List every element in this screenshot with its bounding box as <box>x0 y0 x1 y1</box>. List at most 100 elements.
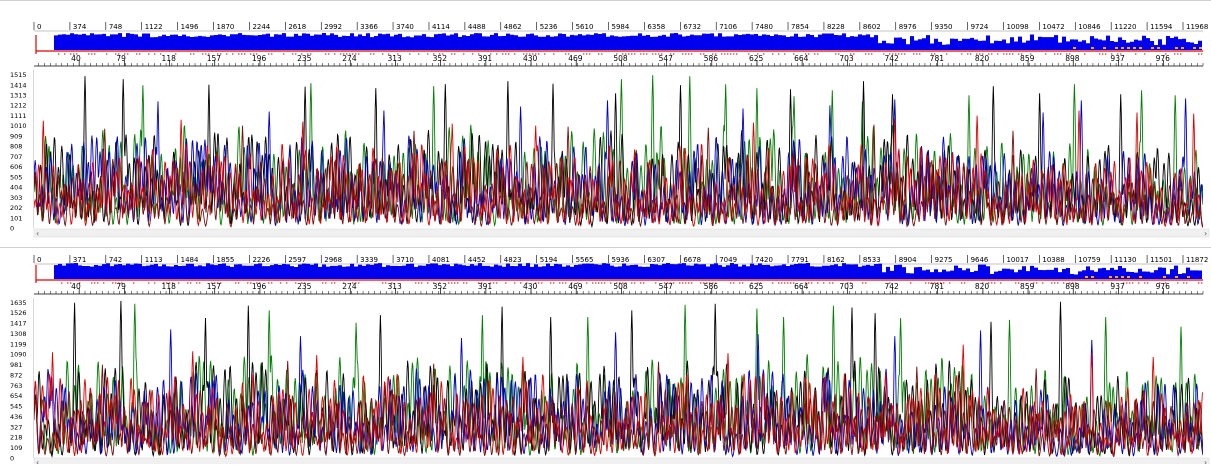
overview-tick-label: 7854 <box>791 23 809 31</box>
y-tick-label: 872 <box>10 371 22 379</box>
base-ruler-label: 508 <box>613 54 628 63</box>
overview-tick-label: 8162 <box>827 256 845 264</box>
overview-tick-label: 8602 <box>863 23 881 31</box>
base-ruler-label: 235 <box>297 282 312 291</box>
horizontal-scrollbar[interactable]: ‹ › <box>33 457 1210 467</box>
scroll-left-icon[interactable]: ‹ <box>36 229 39 238</box>
base-ruler-label: 781 <box>930 54 945 63</box>
overview-tick-label: 7049 <box>719 256 737 264</box>
y-tick-label: 763 <box>10 382 22 390</box>
overview-tick-label: 10759 <box>1078 256 1100 264</box>
trace-4 <box>34 344 1203 458</box>
base-ruler-label: 703 <box>839 282 854 291</box>
base-ruler-label: 976 <box>1156 54 1171 63</box>
trace-5 <box>34 124 1203 228</box>
overview-tick-label: 10388 <box>1042 256 1064 264</box>
overview-tick-label: 3339 <box>360 256 378 264</box>
overview-tick-label: 4452 <box>468 256 486 264</box>
base-ruler-label: 547 <box>659 54 674 63</box>
overview-tick-label: 2226 <box>252 256 270 264</box>
overview-tick-label: 1855 <box>217 256 235 264</box>
overview-tick-label: 8228 <box>827 23 845 31</box>
overview-tick-label: 10098 <box>1006 23 1028 31</box>
overview-tick-label: 371 <box>73 256 86 264</box>
y-tick-label: 1635 <box>10 299 27 307</box>
base-ruler-label: 469 <box>568 54 583 63</box>
base-ruler-label: 625 <box>749 54 764 63</box>
base-ruler-label: 547 <box>659 282 674 291</box>
y-tick-label: 654 <box>10 392 22 400</box>
base-ruler-label: 937 <box>1110 282 1125 291</box>
overview-tick-label: 6732 <box>683 23 701 31</box>
y-tick-label: 1308 <box>10 330 27 338</box>
overview-tick-label: 1113 <box>145 256 163 264</box>
overview-tick-label: 6358 <box>647 23 665 31</box>
base-ruler-label: 742 <box>885 282 900 291</box>
y-tick-label: 981 <box>10 361 22 369</box>
overview-tick-label: 7106 <box>719 23 737 31</box>
y-tick-label: 1313 <box>10 92 27 100</box>
overview-tick-label: 3740 <box>396 23 414 31</box>
y-tick-label: 707 <box>10 153 22 161</box>
overview-tick-label: 8533 <box>863 256 881 264</box>
overview-tick-label: 4862 <box>504 23 522 31</box>
base-ruler-label: 274 <box>342 54 357 63</box>
overview-tick-label: 11130 <box>1114 256 1136 264</box>
base-ruler-label: 352 <box>433 282 448 291</box>
trace-5 <box>34 360 1203 458</box>
overview-tick-label: 0 <box>37 256 41 264</box>
base-ruler-label: 235 <box>297 54 312 63</box>
base-ruler-label: 157 <box>207 282 222 291</box>
y-tick-label: 1515 <box>10 71 27 79</box>
scroll-right-icon[interactable]: › <box>1204 229 1207 238</box>
y-tick-label: 1417 <box>10 320 27 328</box>
base-ruler-label: 118 <box>162 282 177 291</box>
scroll-right-icon[interactable]: › <box>1204 458 1207 467</box>
scrollbar-track[interactable] <box>33 457 1210 467</box>
base-ruler-label: 430 <box>523 54 538 63</box>
base-ruler-label: 859 <box>1020 54 1035 63</box>
y-tick-label: 1090 <box>10 351 27 359</box>
y-tick-label: 1212 <box>10 102 27 110</box>
y-tick-label: 218 <box>10 434 22 442</box>
overview-tick-label: 11594 <box>1150 23 1173 31</box>
base-ruler-label: 937 <box>1110 54 1125 63</box>
overview-tick-label: 1870 <box>217 23 235 31</box>
y-tick-label: 1111 <box>10 112 27 120</box>
overview-tick-label: 5236 <box>540 23 558 31</box>
overview-tick-label: 10472 <box>1042 23 1064 31</box>
base-ruler-label: 742 <box>885 54 900 63</box>
overview-tick-label: 5936 <box>612 256 630 264</box>
base-ruler-label: 781 <box>930 282 945 291</box>
overview-tick-label: 11968 <box>1186 23 1208 31</box>
overview-tick-label: 3710 <box>396 256 414 264</box>
scrollbar-track[interactable] <box>33 228 1210 238</box>
overview-tick-label: 742 <box>109 256 122 264</box>
overview-tick-label: 748 <box>109 23 122 31</box>
base-ruler-label: 664 <box>794 54 809 63</box>
y-tick-label: 109 <box>10 444 22 452</box>
trace-2 <box>34 300 1203 458</box>
base-ruler-label: 40 <box>71 282 81 291</box>
base-ruler-label: 508 <box>613 282 628 291</box>
overview-tick-label: 4081 <box>432 256 450 264</box>
base-ruler-label: 391 <box>478 54 493 63</box>
base-ruler-label: 898 <box>1065 54 1080 63</box>
y-tick-label: 545 <box>10 403 22 411</box>
overview-quality-bar <box>54 33 1202 50</box>
overview-tick-label: 4114 <box>432 23 450 31</box>
trace-3 <box>34 329 1203 458</box>
overview-tick-label: 9646 <box>971 256 989 264</box>
base-ruler-label: 196 <box>252 282 267 291</box>
base-ruler-label: 820 <box>975 282 990 291</box>
y-tick-label: 0 <box>10 225 14 233</box>
base-ruler-label: 586 <box>704 54 719 63</box>
overview-tick-label: 6307 <box>647 256 665 264</box>
base-ruler-label: 196 <box>252 54 267 63</box>
overview-tick-label: 374 <box>73 23 87 31</box>
scroll-left-icon[interactable]: ‹ <box>36 458 39 467</box>
panel-2: 0 371 742 1113 1484 1855 2226 2597 2968 3339 3710 4… <box>10 255 1210 467</box>
overview-tick-label: 1496 <box>181 23 199 31</box>
horizontal-scrollbar[interactable]: ‹ › <box>33 228 1210 238</box>
overview-tick-label: 7420 <box>755 256 773 264</box>
